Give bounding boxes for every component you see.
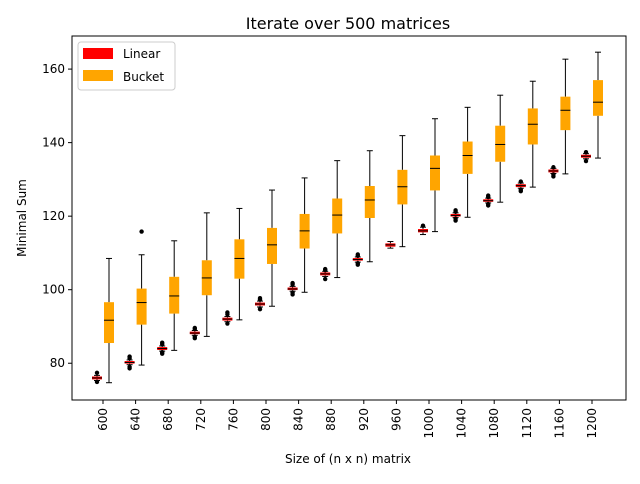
linear-flier [518,187,523,192]
x-axis: 600 640 680 720 760 800 840 880 920 960 1000 1040 10… [96,400,599,439]
chart-title: Iterate over 500 matrices [246,14,450,33]
bucket-box [136,288,147,325]
y-axis: 80 100 120 140 160 [42,62,72,370]
legend: Linear Bucket [77,41,176,91]
x-tick-label: 840 [292,408,306,431]
x-tick-label: 920 [357,408,371,431]
linear-flier [551,172,556,177]
y-tick-label: 140 [42,136,65,150]
x-tick-label: 680 [161,408,175,431]
x-tick-label: 1120 [520,408,534,439]
x-tick-label: 1080 [487,408,501,439]
linear-flier [94,379,100,385]
linear-flier [192,325,197,331]
bucket-box [495,125,506,162]
legend-label-linear: Linear [123,47,160,61]
bucket-box [234,239,245,279]
x-tick-label: 640 [129,408,143,431]
bucket-box [332,198,343,234]
x-tick-label: 960 [389,408,403,431]
y-tick-label: 160 [42,62,65,76]
linear-flier [192,334,197,339]
linear-flier [257,306,263,312]
x-tick-label: 600 [96,408,110,431]
linear-flier [518,179,523,184]
x-tick-label: 880 [324,408,338,431]
y-tick-label: 120 [42,209,65,223]
linear-flier [486,193,491,198]
linear-flier [583,158,589,164]
x-tick-label: 800 [259,408,273,431]
x-tick-label: 1040 [455,408,469,439]
linear-flier [225,321,230,326]
x-tick-label: 760 [226,408,240,431]
linear-flier [127,354,132,359]
y-axis-label: Minimal Sum [15,179,29,257]
bucket-box [560,96,571,131]
bucket-box [593,80,603,116]
y-tick-label: 80 [50,356,65,370]
bucket-box [430,155,440,191]
plot-marks [92,51,603,385]
linear-flier [160,350,165,355]
linear-flier [453,216,458,221]
linear-flier [323,276,328,282]
x-tick-label: 720 [194,408,208,431]
bucket-box [169,276,180,314]
legend-swatch-bucket [83,70,113,81]
y-tick-label: 100 [42,283,65,297]
linear-flier [355,261,360,266]
linear-flier [290,290,295,295]
bucket-box [527,108,538,145]
linear-flier [420,223,426,228]
linear-flier [160,340,165,345]
x-tick-label: 1000 [422,408,436,439]
linear-flier [225,310,230,315]
legend-label-bucket: Bucket [123,70,164,84]
x-tick-label: 1160 [552,408,566,439]
legend-swatch-linear [83,48,113,59]
linear-flier [486,201,491,207]
linear-flier [355,252,360,257]
bucket-box [104,302,114,344]
bucket-box [462,141,473,174]
linear-flier [323,266,328,272]
linear-flier [127,364,132,370]
linear-flier [257,295,263,301]
bucket-flier [139,229,144,234]
linear-flier [94,370,100,375]
bucket-box [267,227,277,264]
linear-flier [453,208,458,213]
x-axis-label: Size of (n x n) matrix [285,452,411,466]
plot-area-frame [71,35,627,401]
bucket-box [364,186,375,218]
linear-flier [583,149,589,155]
linear-flier [290,280,295,286]
x-tick-label: 1200 [585,408,599,439]
linear-flier [551,165,556,170]
